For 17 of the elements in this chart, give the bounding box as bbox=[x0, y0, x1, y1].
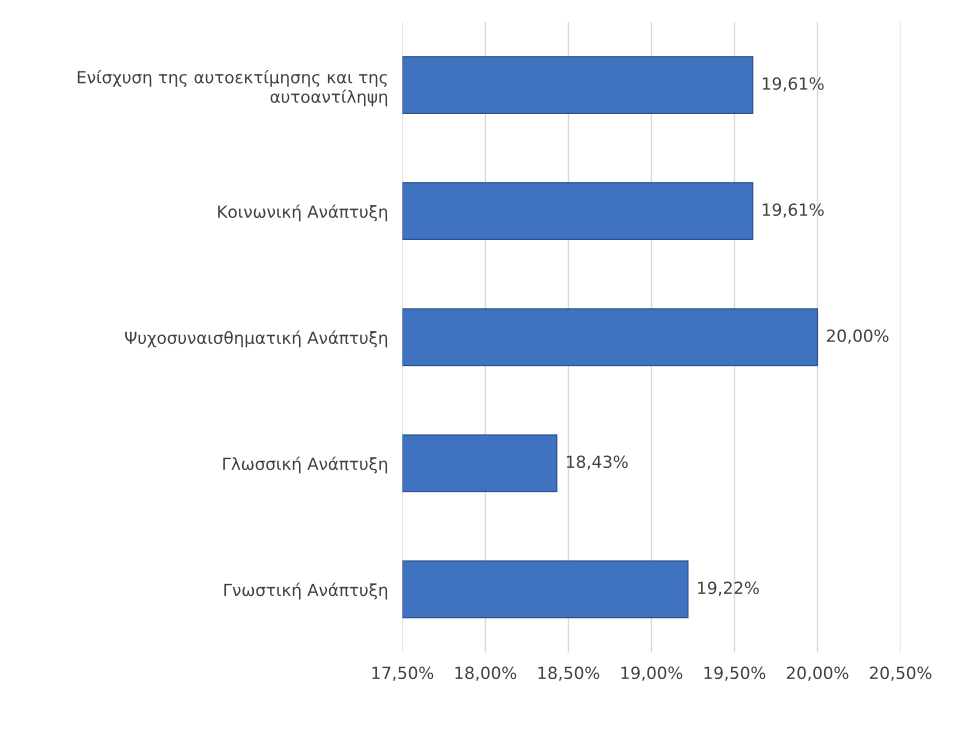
data-label: 19,61% bbox=[762, 203, 824, 218]
x-tick-label: 18,50% bbox=[538, 666, 600, 681]
y-tick-label: Γνωστική Ανάπτυξη bbox=[224, 582, 388, 600]
data-label: 19,22% bbox=[698, 582, 759, 596]
x-tick-label: 19,50% bbox=[704, 666, 766, 681]
y-tick-label: Ψυχοσυναισθηματική Ανάπτυξη bbox=[125, 330, 388, 348]
y-tick-label: Κοινωνική Ανάπτυξη bbox=[218, 204, 388, 222]
data-label: 19,61% bbox=[762, 77, 824, 92]
x-tick-label: 19,00% bbox=[621, 666, 682, 681]
x-tick-label: 17,50% bbox=[372, 666, 434, 681]
data-label: 20,00% bbox=[827, 329, 888, 344]
x-tick-label: 20,00% bbox=[786, 666, 848, 681]
y-tick-label: Γλωσσική Ανάπτυξη bbox=[223, 456, 388, 474]
data-label: 18,43% bbox=[566, 455, 628, 470]
x-tick-label: 18,00% bbox=[455, 666, 516, 681]
x-tick-label: 20,50% bbox=[870, 666, 932, 681]
y-tick-label: Ενίσχυση της αυτοεκτίμησης και της αυτοαντίληψη bbox=[78, 70, 388, 106]
